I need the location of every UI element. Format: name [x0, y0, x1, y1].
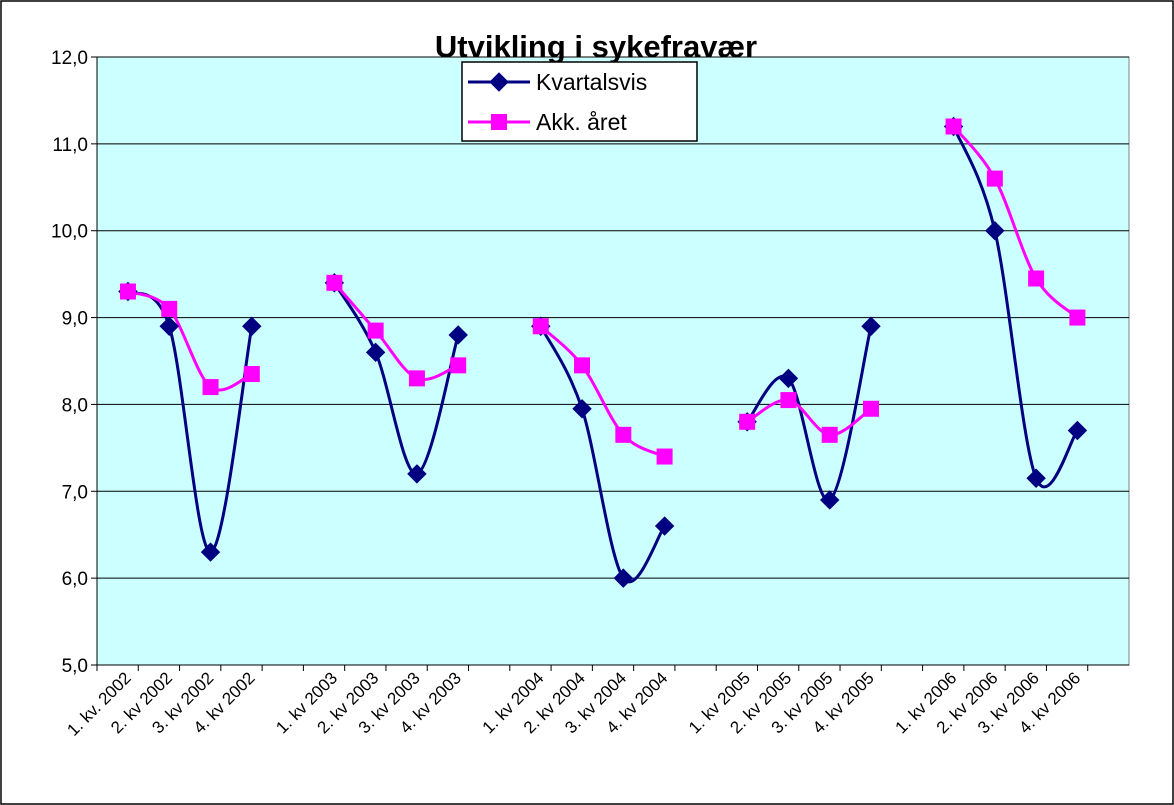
- data-point: [574, 357, 591, 374]
- data-point: [778, 368, 799, 389]
- y-tick-label: 10,0: [51, 222, 88, 243]
- data-point: [1026, 468, 1046, 488]
- data-point: [821, 426, 838, 443]
- y-tick-label: 7,0: [62, 482, 88, 503]
- data-point: [448, 325, 468, 345]
- data-point: [450, 357, 467, 374]
- data-point: [615, 426, 632, 443]
- legend-label: Kvartalsvis: [536, 69, 647, 95]
- data-point: [119, 283, 136, 300]
- legend-marker: [489, 72, 509, 92]
- data-point: [408, 370, 425, 387]
- data-point: [242, 316, 262, 336]
- data-point: [1028, 270, 1045, 287]
- data-point: [861, 316, 881, 336]
- series-line: [127, 125, 1079, 458]
- data-point: [820, 490, 840, 510]
- data-point: [365, 342, 386, 363]
- data-point: [407, 464, 427, 484]
- data-point: [326, 274, 343, 291]
- data-point: [202, 379, 219, 396]
- series-line: [126, 125, 1079, 584]
- y-tick-label: 5,0: [62, 656, 88, 677]
- data-point: [863, 400, 879, 417]
- data-point: [1067, 420, 1088, 441]
- data-point: [532, 318, 549, 335]
- data-point: [985, 221, 1005, 241]
- data-point: [780, 392, 797, 409]
- y-tick-label: 11,0: [52, 135, 88, 156]
- legend-marker: [491, 114, 507, 130]
- y-tick-label: 9,0: [62, 309, 88, 330]
- y-tick-label: 6,0: [62, 569, 88, 590]
- data-point: [945, 118, 962, 135]
- y-tick-label: 8,0: [62, 395, 88, 416]
- data-point: [159, 316, 179, 336]
- data-point: [200, 542, 221, 562]
- data-point: [656, 448, 673, 465]
- data-point: [613, 568, 634, 588]
- y-tick-label: 12,0: [51, 48, 88, 69]
- data-point: [367, 322, 384, 339]
- legend-label: Akk. året: [536, 109, 627, 135]
- data-point: [243, 366, 260, 383]
- plot-area: [96, 56, 1130, 666]
- chart-title: Utvikling i sykefravær: [435, 29, 757, 64]
- data-point: [161, 300, 178, 317]
- data-point: [739, 413, 756, 430]
- data-point: [1069, 309, 1086, 326]
- data-point: [572, 399, 592, 419]
- legend: Kvartalsvis Akk. året: [461, 61, 698, 142]
- data-point: [654, 516, 675, 536]
- data-point: [986, 170, 1003, 187]
